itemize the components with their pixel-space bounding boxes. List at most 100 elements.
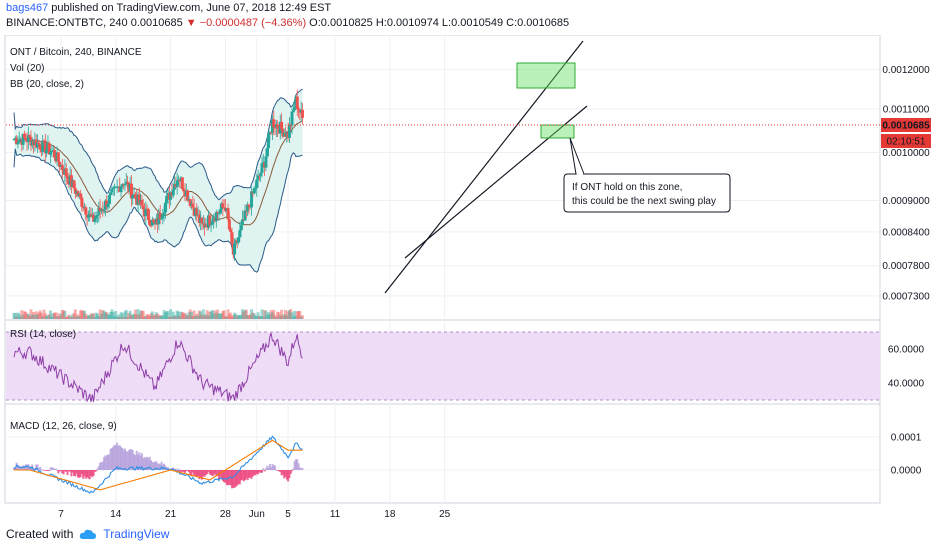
- volume-bar: [106, 313, 110, 319]
- candle-body: [129, 183, 133, 199]
- macd-histogram-bar: [294, 459, 297, 470]
- author-link[interactable]: bags467: [6, 2, 49, 14]
- candle-body: [24, 137, 28, 141]
- time-axis[interactable]: 7 14 21 28 Jun 5 11 18 25: [58, 509, 450, 520]
- volume-bar: [79, 310, 83, 319]
- macd-histogram-bar: [125, 451, 128, 470]
- candle-body: [109, 192, 113, 196]
- volume-bar: [174, 316, 178, 319]
- tradingview-link[interactable]: TradingView: [103, 527, 170, 541]
- legend-bb[interactable]: BB (20, close, 2): [10, 79, 84, 90]
- candle-body: [110, 189, 114, 193]
- candle-body: [50, 151, 54, 153]
- candle-body: [146, 209, 150, 220]
- volume-bar: [186, 315, 190, 319]
- macd-histogram-bar: [116, 442, 119, 470]
- volume-bar: [255, 316, 259, 319]
- target-zone[interactable]: [516, 62, 576, 89]
- volume-bar: [13, 312, 17, 319]
- support-zone[interactable]: [540, 124, 575, 139]
- macd-histogram-bar: [296, 459, 299, 470]
- volume-bar: [103, 312, 107, 319]
- candle-body: [272, 119, 276, 128]
- macd-histogram-bar: [163, 463, 166, 470]
- volume-bar: [96, 313, 100, 319]
- legend-vol[interactable]: Vol (20): [10, 63, 44, 74]
- macd-histogram-bar: [199, 470, 202, 479]
- channel-upper-line[interactable]: [384, 40, 584, 294]
- macd-histogram-bar: [134, 455, 137, 470]
- candle-body: [161, 214, 165, 219]
- volume-bar: [42, 309, 46, 319]
- volume-bar: [248, 314, 252, 319]
- legend-pair[interactable]: ONT / Bitcoin, 240, BINANCE: [10, 47, 142, 58]
- macd-histogram-bar: [74, 470, 77, 477]
- price-axis[interactable]: 0.0012000 0.0011000 0.0010000 0.0009000 0.00…: [882, 65, 930, 477]
- volume-bar: [127, 312, 131, 319]
- candle-body: [195, 208, 199, 216]
- macd-histogram-bar: [92, 470, 95, 476]
- volume-bar: [129, 315, 133, 319]
- legend-macd[interactable]: MACD (12, 26, close, 9): [10, 421, 117, 432]
- candle-body: [265, 148, 269, 157]
- volume-bar: [28, 315, 32, 319]
- macd-histogram-bar: [215, 470, 218, 476]
- volume-bar: [293, 310, 297, 319]
- volume-bar: [244, 309, 248, 319]
- candle-body: [79, 193, 83, 198]
- volume-bar: [110, 309, 114, 319]
- volume-bar: [92, 313, 96, 319]
- macd-histogram-bar: [287, 470, 290, 482]
- volume-bar: [109, 312, 113, 319]
- candle-body: [96, 215, 100, 217]
- candle-body: [35, 142, 39, 148]
- legend-rsi[interactable]: RSI (14, close): [10, 329, 76, 340]
- candle-body: [188, 199, 192, 206]
- chart-area[interactable]: If ONT hold on this zone, this could be …: [0, 35, 932, 525]
- candle-body: [37, 142, 41, 145]
- volume-bar: [218, 313, 222, 319]
- macd-histogram-bar: [187, 470, 190, 473]
- volume-bar: [298, 311, 302, 319]
- macd-histogram-bar: [277, 470, 280, 472]
- candle-body: [84, 207, 88, 215]
- candle-body: [247, 204, 251, 207]
- macd-histogram-bar: [113, 445, 116, 470]
- volume-bar: [213, 310, 217, 319]
- volume-bar: [246, 315, 250, 319]
- macd-histogram-bar: [67, 470, 70, 471]
- callout-box[interactable]: [563, 173, 731, 213]
- volume-bar: [81, 311, 85, 319]
- price-tick-label: 0.0007300: [882, 291, 930, 302]
- volume-bar: [43, 313, 47, 319]
- volume-bar: [51, 313, 55, 319]
- volume-bar: [289, 309, 293, 319]
- candle-body: [144, 208, 148, 216]
- price-tick-label: 0.0011000: [883, 105, 930, 116]
- volume-bar: [205, 310, 209, 319]
- channel-lower-line[interactable]: [404, 105, 588, 259]
- volume-bar: [161, 315, 165, 319]
- candle-body: [28, 135, 32, 137]
- macd-histogram-bar: [284, 470, 287, 477]
- candle-body: [221, 203, 225, 208]
- macd-histogram-bar: [26, 464, 29, 470]
- macd-histogram-bar: [191, 470, 194, 473]
- macd-histogram-bar: [104, 455, 107, 470]
- time-tick-label: 5: [285, 509, 291, 520]
- macd-histogram-bar: [249, 470, 252, 478]
- volume-bar: [55, 316, 59, 319]
- volume-bar: [88, 315, 92, 319]
- macd-histogram-bar: [112, 446, 115, 470]
- volume-bar: [239, 314, 243, 319]
- volume-bar: [299, 316, 303, 319]
- candle-body: [171, 189, 175, 196]
- volume-bar: [39, 312, 43, 319]
- macd-lines: [13, 435, 304, 494]
- volume-bar: [25, 313, 29, 319]
- candle-body: [287, 125, 291, 139]
- volume-bar: [50, 316, 54, 319]
- volume-bar: [141, 311, 145, 319]
- volume-bar: [270, 312, 274, 319]
- callout-line2: this could be the next swing play: [572, 196, 716, 207]
